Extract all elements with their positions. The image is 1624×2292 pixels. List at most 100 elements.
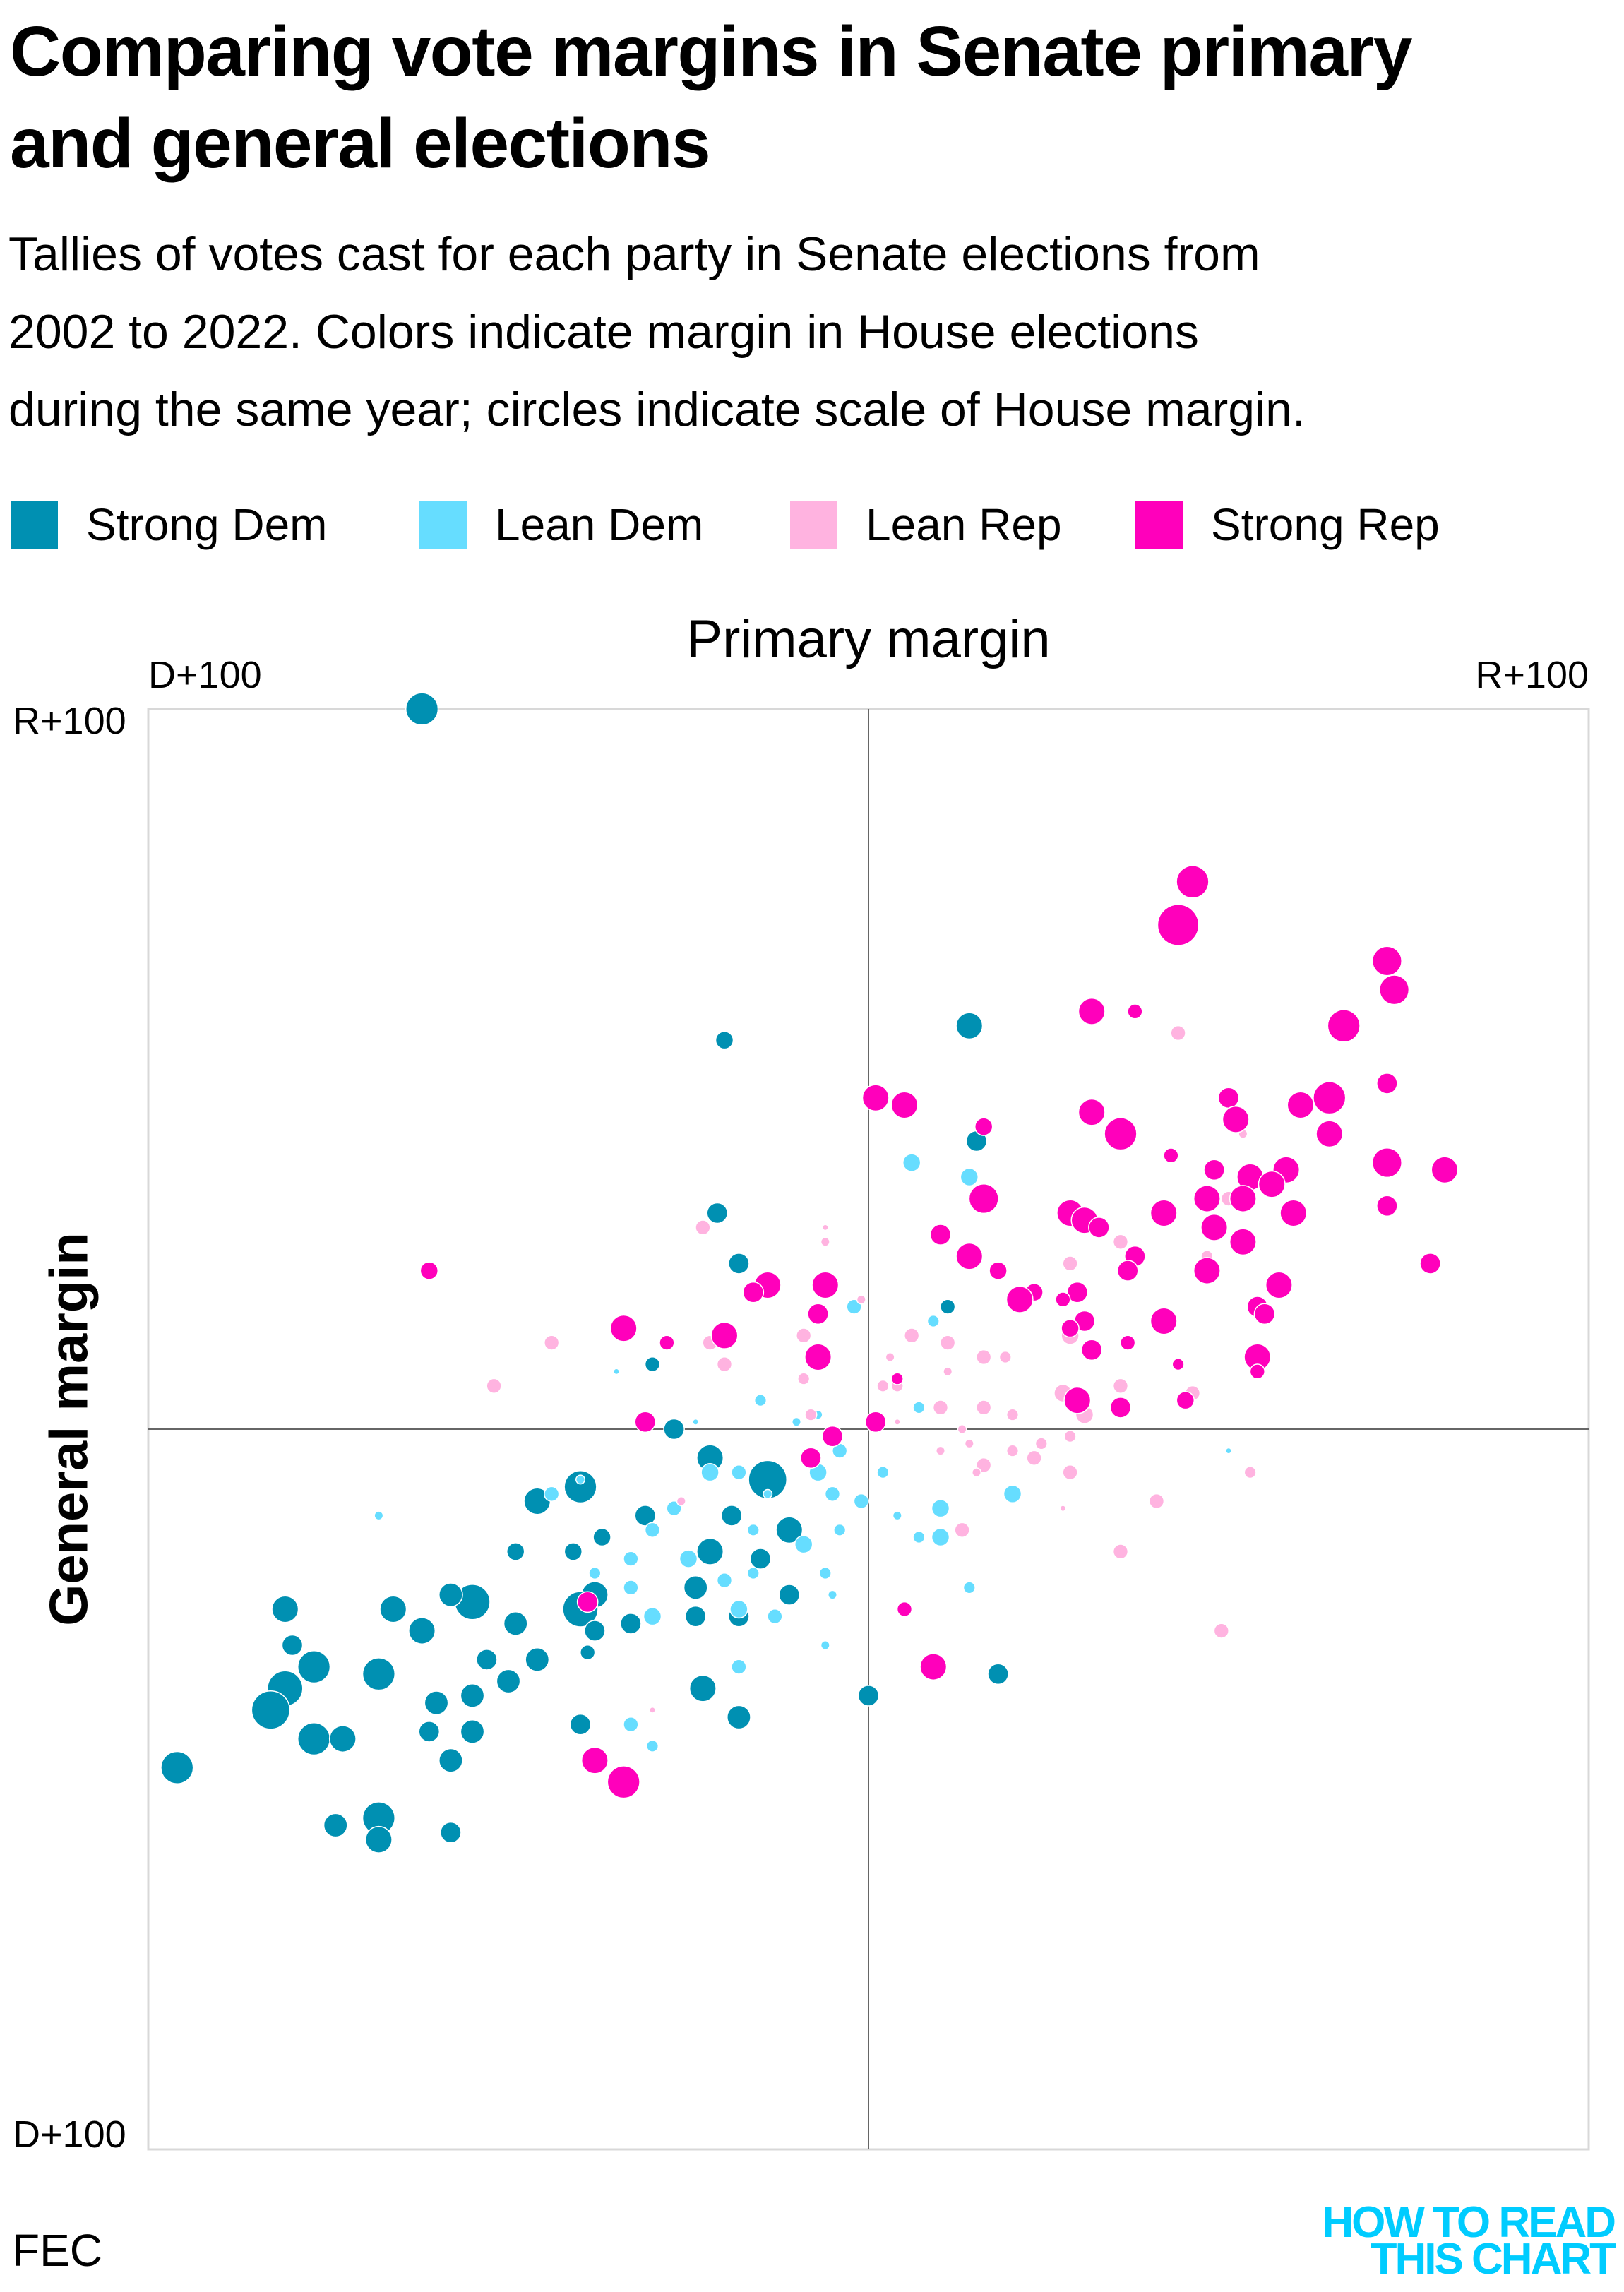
point-strong-dem xyxy=(569,1713,592,1736)
point-strong-rep xyxy=(1222,1105,1250,1133)
point-lean-rep xyxy=(695,1219,711,1236)
point-lean-rep xyxy=(820,1236,830,1247)
legend-swatch xyxy=(11,501,58,549)
point-lean-dem xyxy=(833,1523,847,1536)
point-lean-rep xyxy=(1063,1430,1077,1443)
point-strong-dem xyxy=(749,1548,772,1570)
chart-title: Comparing vote margins in Senate primary… xyxy=(10,6,1412,189)
y-axis-label: General margin xyxy=(39,1232,100,1626)
point-lean-rep xyxy=(796,1327,812,1344)
point-strong-dem xyxy=(525,1647,550,1672)
point-lean-rep xyxy=(1059,1505,1067,1512)
point-strong-rep xyxy=(1279,1199,1308,1227)
point-lean-dem xyxy=(575,1474,585,1485)
point-strong-dem xyxy=(506,1542,525,1561)
point-strong-rep xyxy=(1088,1217,1110,1238)
point-strong-rep xyxy=(1120,1335,1136,1351)
point-strong-dem xyxy=(563,1469,597,1504)
point-strong-dem xyxy=(683,1575,708,1600)
point-lean-rep xyxy=(976,1399,992,1416)
point-strong-rep xyxy=(1379,974,1410,1005)
point-strong-rep xyxy=(1229,1228,1257,1256)
point-lean-rep xyxy=(1112,1378,1129,1394)
point-strong-dem xyxy=(424,1690,449,1715)
point-lean-rep xyxy=(716,1356,733,1373)
point-strong-rep xyxy=(1258,1170,1286,1198)
logo-line: THIS CHART xyxy=(1370,2235,1616,2284)
point-strong-dem xyxy=(775,1516,804,1544)
y-tick-label-top: R+100 xyxy=(13,700,126,742)
point-strong-dem xyxy=(251,1690,291,1730)
point-strong-rep xyxy=(1315,1120,1344,1148)
point-strong-rep xyxy=(1176,865,1210,899)
point-lean-rep xyxy=(1005,1444,1020,1457)
point-lean-dem xyxy=(828,1589,837,1600)
point-lean-dem xyxy=(700,1462,720,1482)
point-strong-dem xyxy=(684,1605,707,1628)
point-strong-dem xyxy=(405,692,439,726)
point-lean-rep xyxy=(932,1399,949,1416)
point-strong-dem xyxy=(644,1356,661,1373)
point-lean-dem xyxy=(962,1581,976,1594)
point-strong-dem xyxy=(323,1813,348,1838)
point-lean-rep xyxy=(904,1327,920,1344)
point-lean-dem xyxy=(794,1534,813,1554)
point-lean-rep xyxy=(486,1378,502,1394)
point-strong-dem xyxy=(778,1584,801,1606)
point-strong-dem xyxy=(328,1725,357,1753)
point-strong-rep xyxy=(1265,1271,1293,1299)
point-lean-rep xyxy=(1062,1464,1078,1481)
point-strong-rep xyxy=(1313,1081,1347,1115)
point-lean-rep xyxy=(972,1467,981,1478)
point-strong-rep xyxy=(811,1271,840,1299)
point-strong-dem xyxy=(584,1620,606,1642)
point-strong-rep xyxy=(609,1314,638,1342)
point-strong-rep xyxy=(1431,1156,1459,1184)
subtitle-line: 2002 to 2022. Colors indicate margin in … xyxy=(8,305,1199,359)
point-lean-dem xyxy=(588,1566,602,1580)
source-note: FEC xyxy=(12,2225,102,2276)
point-lean-rep xyxy=(976,1349,992,1366)
point-lean-dem xyxy=(926,1314,940,1328)
point-strong-dem xyxy=(720,1505,743,1527)
point-lean-dem xyxy=(876,1466,890,1479)
point-lean-rep xyxy=(1005,1408,1020,1421)
logo-line: HOW TO READ xyxy=(1322,2198,1616,2247)
point-lean-dem xyxy=(374,1510,384,1521)
point-strong-rep xyxy=(1249,1363,1265,1380)
point-strong-rep xyxy=(807,1303,829,1325)
point-strong-dem xyxy=(634,1505,657,1527)
point-lean-dem xyxy=(1003,1484,1022,1504)
point-lean-dem xyxy=(623,1717,639,1733)
point-lean-dem xyxy=(1225,1447,1232,1455)
point-lean-dem xyxy=(763,1488,773,1499)
point-strong-dem xyxy=(438,1582,463,1607)
point-strong-rep xyxy=(929,1224,952,1246)
point-lean-dem xyxy=(792,1416,801,1427)
point-strong-rep xyxy=(1376,1073,1398,1094)
x-tick-label-right: R+100 xyxy=(1475,654,1589,696)
data-points xyxy=(160,692,1459,1854)
point-strong-rep xyxy=(1171,1358,1185,1371)
subtitle-line: during the same year; circles indicate s… xyxy=(8,383,1306,436)
point-strong-rep xyxy=(1163,1147,1179,1164)
point-strong-dem xyxy=(362,1657,396,1691)
point-strong-rep xyxy=(1203,1159,1225,1181)
point-lean-dem xyxy=(892,1510,902,1521)
point-strong-rep xyxy=(1229,1185,1257,1213)
point-lean-dem xyxy=(623,1580,639,1596)
point-strong-dem xyxy=(418,1721,441,1743)
point-lean-dem xyxy=(645,1739,659,1753)
legend-item-lean-rep: Lean Rep xyxy=(790,499,1062,550)
point-lean-dem xyxy=(820,1640,830,1650)
point-lean-rep xyxy=(856,1294,866,1305)
point-strong-rep xyxy=(1376,1195,1398,1217)
point-lean-dem xyxy=(746,1523,760,1536)
point-lean-rep xyxy=(1026,1450,1042,1466)
point-strong-dem xyxy=(438,1748,463,1773)
point-strong-rep xyxy=(989,1261,1008,1280)
point-strong-rep xyxy=(1157,904,1200,946)
point-strong-rep xyxy=(1200,1213,1229,1241)
point-strong-rep xyxy=(1055,1291,1071,1308)
point-strong-dem xyxy=(563,1542,583,1561)
